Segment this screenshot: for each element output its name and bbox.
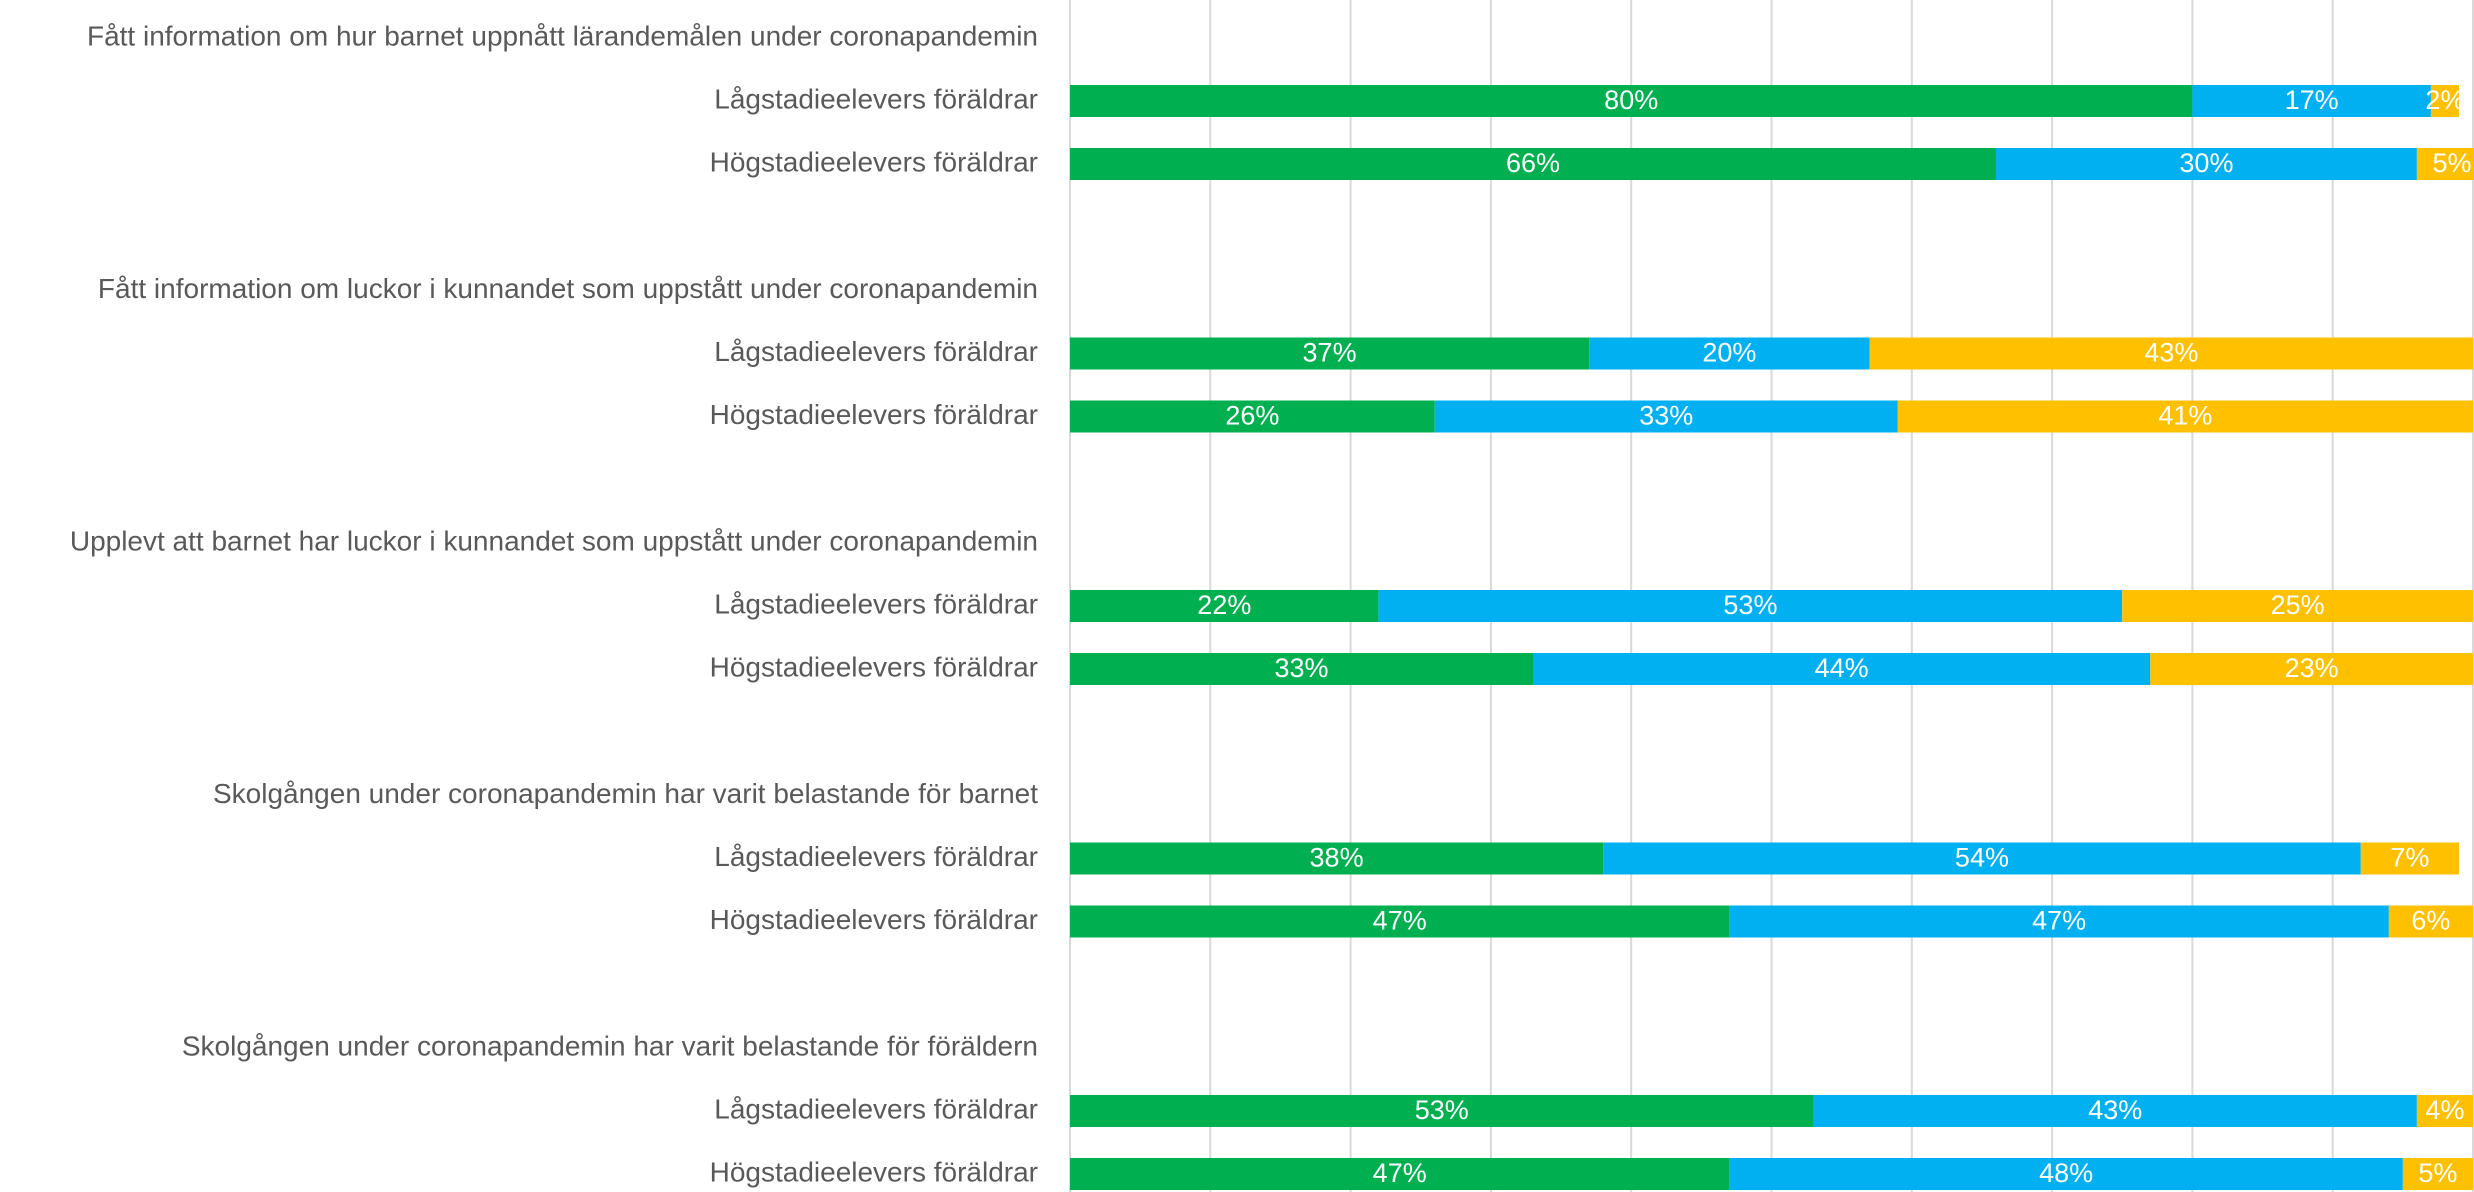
data-label: 22%: [1197, 590, 1251, 620]
data-label: 5%: [2418, 1158, 2457, 1188]
bar-segment: [2150, 653, 2473, 685]
data-label: 23%: [2285, 653, 2339, 683]
bar-segment: [1070, 148, 1996, 180]
data-label: 44%: [1815, 653, 1869, 683]
bar-segment: [1070, 337, 1590, 370]
row-label: Lågstadieelevers föräldrar: [714, 588, 1038, 619]
data-label: 2%: [2425, 85, 2464, 115]
bar-segment: [2416, 148, 2474, 180]
data-label: 37%: [1303, 338, 1357, 368]
bar-segment: [1729, 905, 2389, 938]
bar-segment: [2360, 842, 2459, 875]
row-label: Lågstadieelevers föräldrar: [714, 841, 1038, 872]
bar-segment: [2430, 85, 2459, 117]
data-label: 80%: [1604, 85, 1658, 115]
row-label: Lågstadieelevers föräldrar: [714, 1093, 1038, 1124]
data-label: 7%: [2390, 843, 2429, 873]
bar-segment: [1070, 905, 1730, 938]
group-title: Upplevt att barnet har luckor i kunnande…: [70, 525, 1038, 556]
data-label: 47%: [2032, 906, 2086, 936]
bar-segment: [1378, 590, 2123, 622]
group-title: Skolgången under coronapandemin har vari…: [182, 1030, 1038, 1061]
bar-segment: [1070, 842, 1604, 875]
row-label: Högstadieelevers föräldrar: [710, 399, 1038, 430]
group-title: Skolgången under coronapandemin har vari…: [213, 778, 1038, 809]
bar-segment: [1070, 590, 1379, 622]
bar-segment: [2402, 1158, 2473, 1190]
plot: 80% 17% 2% 66% 30% 5% 37% 20% 43% 26% 33% 41% 22% 53%…: [1070, 85, 2474, 1190]
data-label: 41%: [2158, 401, 2212, 431]
data-label: 5%: [2432, 148, 2471, 178]
row-label: Högstadieelevers föräldrar: [710, 146, 1038, 177]
row-label: Högstadieelevers föräldrar: [710, 1156, 1038, 1187]
bar-segment: [2416, 1095, 2473, 1127]
data-label: 53%: [1723, 590, 1777, 620]
data-label: 20%: [1702, 338, 1756, 368]
data-label: 66%: [1506, 148, 1560, 178]
data-label: 30%: [2179, 148, 2233, 178]
bar-segment: [1070, 400, 1435, 433]
row-label: Lågstadieelevers föräldrar: [714, 336, 1038, 367]
row-label: Lågstadieelevers föräldrar: [714, 83, 1038, 114]
data-label: 47%: [1373, 1158, 1427, 1188]
bar-segment: [1603, 842, 2361, 875]
data-label: 17%: [2285, 85, 2339, 115]
bar-segment: [1532, 653, 2151, 685]
data-label: 4%: [2425, 1095, 2464, 1125]
bar-segment: [1729, 1158, 2403, 1190]
group-title: Fått information om luckor i kunnandet s…: [98, 273, 1038, 304]
bar-segment: [1070, 85, 2193, 117]
data-label: 6%: [2411, 906, 2450, 936]
bar-segment: [1589, 337, 1870, 370]
data-label: 48%: [2039, 1158, 2093, 1188]
data-label: 26%: [1225, 401, 1279, 431]
group-title: Fått information om hur barnet uppnått l…: [87, 20, 1038, 51]
bar-segment: [1813, 1095, 2417, 1127]
data-label: 43%: [2088, 1095, 2142, 1125]
data-label: 54%: [1955, 843, 2009, 873]
bar-segment: [2192, 85, 2431, 117]
data-label: 25%: [2271, 590, 2325, 620]
row-label: Högstadieelevers föräldrar: [710, 651, 1038, 682]
bar-segment: [1897, 400, 2473, 433]
data-label: 38%: [1310, 843, 1364, 873]
bar-segment: [1070, 1095, 1814, 1127]
bar-segment: [2122, 590, 2473, 622]
labels: Fått information om hur barnet uppnått l…: [70, 20, 1038, 1187]
data-label: 33%: [1274, 653, 1328, 683]
data-label: 33%: [1639, 401, 1693, 431]
data-label: 43%: [2144, 338, 2198, 368]
data-label: 47%: [1373, 906, 1427, 936]
data-label: 53%: [1415, 1095, 1469, 1125]
row-label: Högstadieelevers föräldrar: [710, 904, 1038, 935]
bar-segment: [1995, 148, 2417, 180]
bar-segment: [1869, 337, 2473, 370]
bar-segment: [1070, 653, 1533, 685]
bar-segment: [2388, 905, 2473, 938]
bar-segment: [1434, 400, 1898, 433]
bar-segment: [1070, 1158, 1730, 1190]
